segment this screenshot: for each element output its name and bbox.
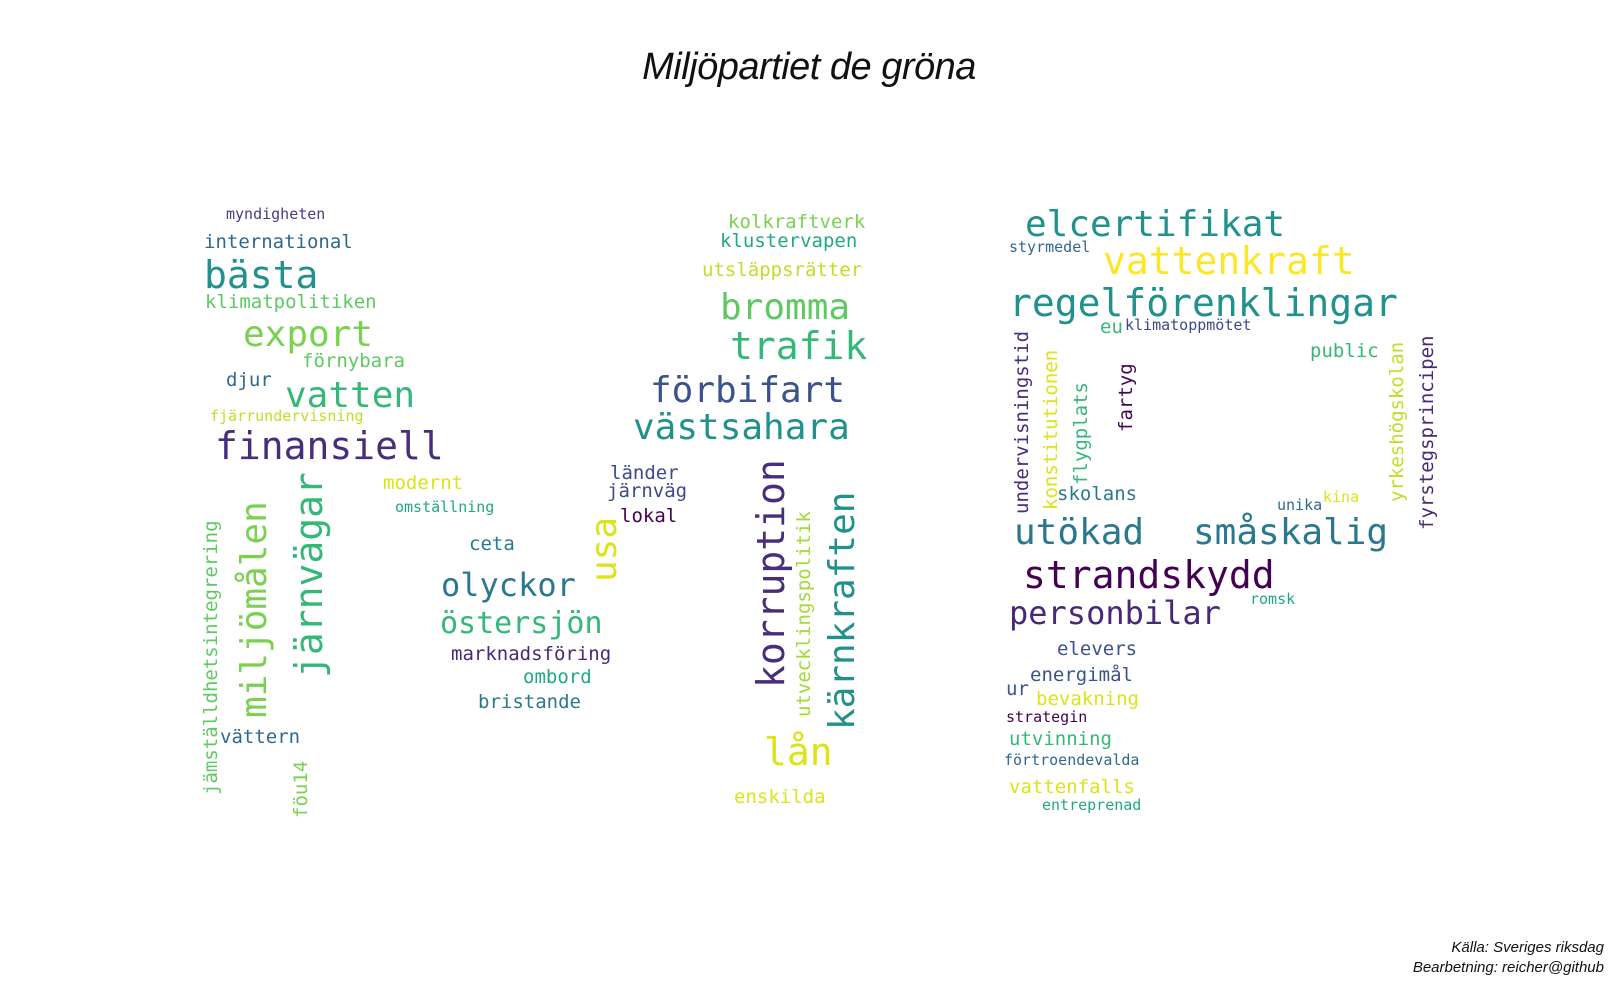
cloud-word: utvinning: [1009, 728, 1112, 750]
cloud-word: kolkraftverk: [728, 211, 866, 233]
cloud-word: usa: [584, 516, 625, 582]
cloud-word: klimatoppmötet: [1125, 316, 1252, 334]
cloud-word: personbilar: [1009, 594, 1221, 632]
cloud-word: bästa: [204, 253, 319, 297]
cloud-word: lån: [764, 730, 833, 774]
cloud-word: myndigheten: [226, 205, 326, 223]
cloud-word: fartyg: [1115, 363, 1137, 432]
cloud-word: regelförenklingar: [1009, 281, 1398, 325]
cloud-word: västsahara: [633, 407, 850, 448]
cloud-word: utökad: [1014, 512, 1145, 553]
cloud-word: vattenfalls: [1009, 776, 1135, 798]
cloud-word: strandskydd: [1023, 553, 1275, 597]
cloud-word: utsläppsrätter: [702, 259, 863, 281]
cloud-word: flygplats: [1070, 382, 1092, 485]
cloud-word: romsk: [1250, 590, 1296, 608]
cloud-word: djur: [226, 369, 272, 391]
cloud-word: fyrstegsprincipen: [1416, 335, 1438, 530]
cloud-word: förnybara: [302, 350, 405, 372]
cloud-word: finansiell: [215, 424, 444, 468]
cloud-word: miljömålen: [234, 501, 275, 718]
cloud-word: yrkeshögskolan: [1386, 341, 1408, 502]
cloud-word: vattenkraft: [1103, 239, 1355, 283]
cloud-word: public: [1310, 340, 1379, 362]
cloud-word: marknadsföring: [451, 643, 612, 665]
chart-title: Miljöpartiet de gröna: [642, 46, 976, 88]
cloud-word: energimål: [1030, 664, 1133, 686]
cloud-word: ombord: [523, 666, 592, 688]
cloud-word: korruption: [749, 459, 793, 688]
cloud-word: förbifart: [650, 370, 846, 411]
cloud-word: jämställdhetsintegrering: [200, 520, 222, 795]
cloud-word: förtroendevalda: [1004, 751, 1140, 769]
cloud-word: föu14: [290, 760, 312, 818]
cloud-word: vatten: [285, 375, 416, 416]
cloud-word: entreprenad: [1042, 796, 1142, 814]
cloud-word: elcertifikat: [1025, 204, 1286, 245]
source-credit: Källa: Sveriges riksdag: [1451, 939, 1604, 956]
cloud-word: ur: [1006, 678, 1029, 700]
cloud-word: bevakning: [1036, 688, 1139, 710]
cloud-word: länder: [610, 462, 679, 484]
cloud-word: styrmedel: [1009, 238, 1091, 256]
cloud-word: strategin: [1006, 708, 1088, 726]
cloud-word: bromma: [720, 287, 851, 328]
cloud-word: enskilda: [734, 786, 826, 808]
cloud-word: export: [243, 314, 374, 355]
cloud-word: vättern: [220, 726, 301, 748]
cloud-word: trafik: [730, 324, 868, 368]
cloud-word: klustervapen: [720, 230, 858, 252]
cloud-word: klimatpolitiken: [205, 291, 377, 313]
cloud-word: järnväg: [607, 480, 688, 502]
cloud-word: kina: [1323, 488, 1360, 506]
cloud-word: fjärrundervisning: [210, 407, 364, 425]
cloud-word: modernt: [383, 472, 464, 494]
cloud-word: lokal: [620, 505, 678, 527]
cloud-word: undervisningstid: [1011, 330, 1033, 514]
cloud-word: skolans: [1057, 483, 1138, 505]
processing-credit: Bearbetning: reicher@github: [1412, 959, 1604, 976]
cloud-word: eu: [1100, 316, 1123, 338]
cloud-word: olyckor: [441, 566, 576, 604]
cloud-word: ceta: [469, 533, 515, 555]
cloud-word: småskalig: [1193, 512, 1389, 553]
cloud-word: utvecklingspolitik: [793, 511, 815, 717]
cloud-word: international: [204, 231, 353, 253]
cloud-word: järnvägar: [287, 472, 331, 678]
cloud-word: unika: [1277, 496, 1323, 514]
cloud-word: elevers: [1057, 638, 1138, 660]
cloud-word: omställning: [395, 498, 495, 516]
credits: Källa: Sveriges riksdag Bearbetning: rei…: [1413, 938, 1604, 978]
cloud-word: kärnkraften: [822, 491, 863, 730]
cloud-word: östersjön: [440, 606, 603, 641]
cloud-word: bristande: [478, 691, 581, 713]
